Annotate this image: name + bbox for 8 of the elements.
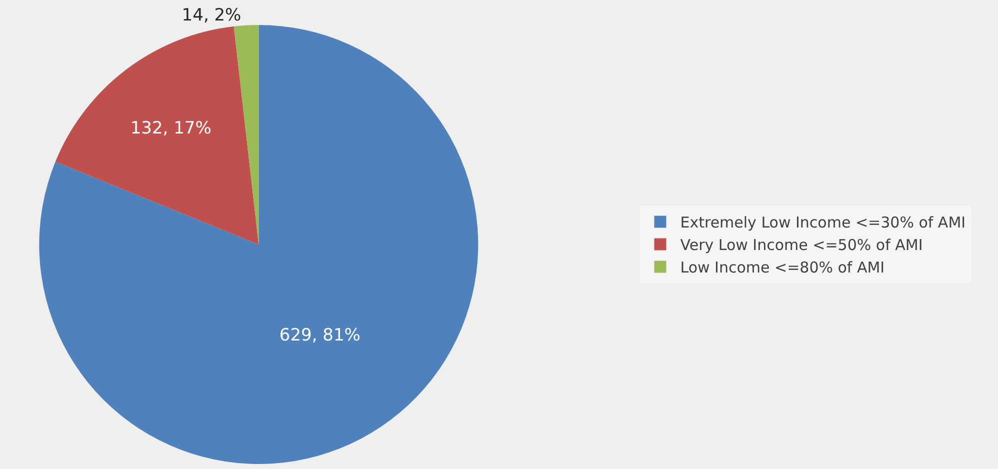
pie-slice	[39, 25, 478, 464]
legend-label: Extremely Low Income <=30% of AMI	[680, 214, 966, 232]
pie-slice	[55, 26, 259, 244]
data-label: 629, 81%	[279, 326, 360, 346]
legend-label: Low Income <=80% of AMI	[680, 258, 885, 277]
legend-label: Very Low Income <=50% of AMI	[680, 236, 923, 254]
data-label: 14, 2%	[182, 5, 242, 26]
data-label: 132, 17%	[130, 118, 212, 139]
